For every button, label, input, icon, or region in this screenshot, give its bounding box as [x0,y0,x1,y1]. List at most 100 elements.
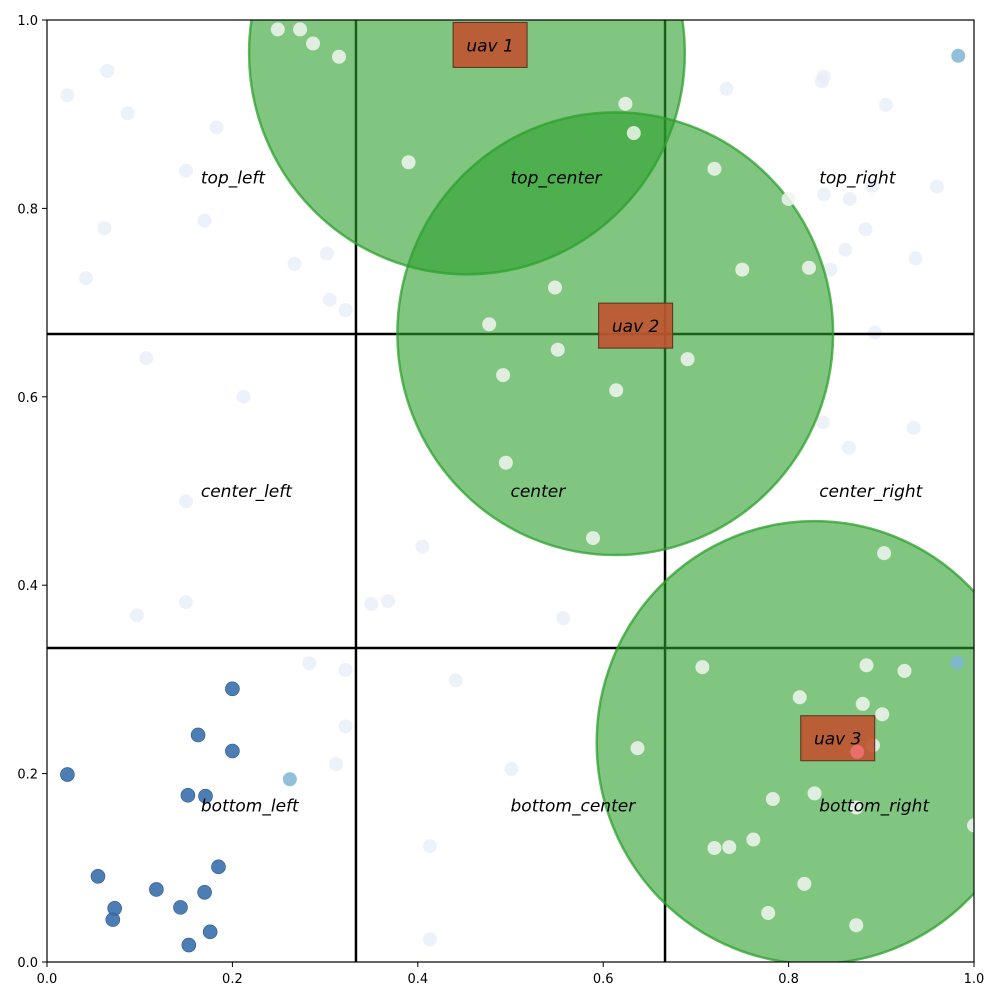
x-tick-label-1: 0.2 [222,972,243,987]
light-point-17 [364,597,379,612]
white-point-19 [695,660,710,675]
points-layer [60,22,974,953]
x-tick-label-2: 0.4 [407,972,428,987]
light-point-3 [209,120,224,135]
light-point-22 [338,662,353,677]
light-point-42 [841,440,856,455]
light-point-25 [329,757,344,772]
dark-point-7 [180,787,196,803]
white-point-2 [306,36,321,51]
uav-box-2 [598,302,674,349]
light-points-layer [60,63,944,947]
white-point-9 [801,260,816,275]
light-point-36 [858,222,873,237]
light-point-6 [197,213,212,228]
light-point-5 [97,221,112,236]
y-tick-label-4: 0.8 [17,202,38,217]
coverage-circle-3 [595,519,974,962]
red-point-0 [850,744,865,759]
dark-point-6 [181,937,197,953]
cyan-point-2 [950,655,965,670]
region-label-top_left: top_left [201,168,267,188]
light-point-1 [100,63,115,78]
y-tick-label-1: 0.2 [17,768,38,783]
cyan-point-0 [282,772,297,787]
white-point-14 [496,368,511,383]
light-point-33 [865,178,880,193]
region-label-center: center [511,482,567,502]
light-point-34 [842,191,857,206]
white-point-13 [680,352,695,367]
light-point-28 [422,932,437,947]
light-point-29 [719,81,734,96]
light-point-11 [338,303,353,318]
light-point-0 [60,88,75,103]
region-label-top_right: top_right [819,168,897,188]
light-point-38 [823,262,838,277]
white-point-15 [609,383,624,398]
axis-ticks-layer: 0.0 0.2 0.4 0.6 0.8 1.0 0.0 0.2 0.4 0.6 0.8 1.0 [17,14,984,987]
dark-point-11 [202,924,218,940]
white-point-18 [877,546,892,561]
white-point-1 [293,22,308,37]
region-label-bottom_left: bottom_left [201,797,300,817]
white-point-0 [270,22,285,37]
white-point-3 [332,49,347,64]
region-label-bottom_right: bottom_right [819,797,930,817]
white-point-16 [498,455,513,470]
white-point-8 [735,262,750,277]
white-point-28 [807,786,822,801]
region-label-bottom_center: bottom_center [511,797,637,817]
cyan-point-1 [951,48,966,63]
white-point-11 [482,317,497,332]
light-point-39 [908,251,923,266]
white-point-21 [897,663,912,678]
light-point-16 [129,608,144,623]
white-point-10 [547,280,562,295]
uav-markers-layer: uav 1 uav 2 uav 3 [452,21,876,762]
x-tick-label-5: 1.0 [964,972,985,987]
light-point-8 [287,256,302,271]
white-point-31 [707,841,722,856]
dark-point-9 [198,788,213,804]
white-point-20 [859,658,874,673]
white-point-35 [849,918,864,933]
light-point-15 [179,595,194,610]
white-point-37 [781,191,796,206]
dark-point-10 [197,884,212,900]
light-point-4 [179,163,194,178]
light-point-26 [504,761,519,776]
light-point-12 [139,351,154,366]
uav-box-1 [452,21,528,68]
white-point-34 [761,906,776,921]
x-tick-label-3: 0.6 [593,972,614,987]
white-point-27 [765,792,780,807]
region-label-center_left: center_left [201,482,293,502]
y-tick-label-3: 0.6 [17,391,38,406]
light-point-44 [816,187,831,202]
white-point-5 [618,96,633,111]
dark-point-8 [190,727,206,743]
white-point-26 [630,741,645,756]
dark-point-1 [90,868,106,884]
white-point-12 [550,342,565,357]
light-point-18 [381,594,396,609]
white-point-17 [586,531,601,546]
dark-point-0 [60,767,75,782]
light-point-41 [815,415,830,430]
white-point-36 [967,818,974,833]
light-point-24 [338,719,353,734]
light-point-27 [422,839,437,854]
white-point-4 [401,155,416,170]
light-point-19 [415,539,430,554]
x-tick-label-4: 0.8 [778,972,799,987]
white-point-23 [855,696,870,711]
white-point-29 [849,800,864,815]
plot-frame [46,19,975,963]
light-point-14 [179,494,194,509]
light-point-43 [906,420,921,435]
light-point-7 [78,271,93,286]
dark-point-14 [225,743,240,759]
white-point-33 [797,876,812,891]
y-tick-label-2: 0.4 [17,579,38,594]
